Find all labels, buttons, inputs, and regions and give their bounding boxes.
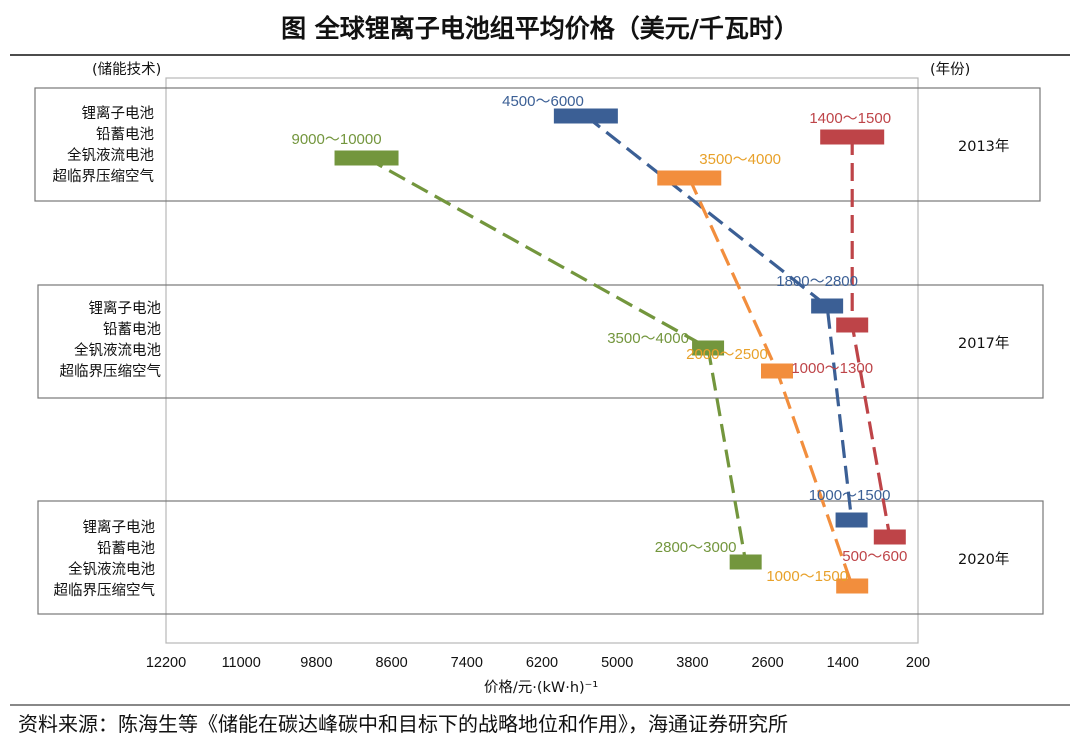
x-tick-label: 12200 — [146, 655, 186, 671]
year-band-2017 — [37, 284, 1044, 399]
tech-label: 铅蓄电池 — [97, 540, 155, 557]
data-label-vanadium: 3500～4000 — [699, 151, 781, 168]
tech-labels-2020: 锂离子电池 铅蓄电池 全钒液流电池 超临界压缩空气 — [54, 519, 156, 599]
year-label-2013: 2013年 — [958, 138, 1009, 155]
tech-label: 全钒液流电池 — [74, 341, 161, 359]
year-band-2020 — [37, 500, 1044, 615]
x-tick-label: 11000 — [222, 655, 261, 671]
source-note: 资料来源：陈海生等《储能在碳达峰碳中和目标下的战略地位和作用》，海通证券研究所 — [18, 712, 788, 736]
tech-label: 超临界压缩空气 — [60, 363, 162, 380]
x-tick-label: 200 — [906, 655, 930, 671]
series-marks — [334, 108, 906, 594]
x-tick-label: 6200 — [526, 655, 558, 671]
mark-caes — [334, 150, 399, 166]
tech-label: 超临界压缩空气 — [53, 168, 155, 185]
data-label-lithium: 4500～6000 — [502, 93, 584, 110]
year-label-2017: 2017年 — [958, 335, 1009, 352]
mark-lead — [820, 129, 885, 145]
x-axis-ticks: 12200 11000 9800 8600 7400 6200 5000 3800 2600 14… — [146, 655, 930, 671]
x-axis-label: 价格/元·(kW·h)⁻¹ — [484, 679, 598, 696]
data-label-vanadium: 2000～2500 — [686, 346, 768, 363]
data-label-vanadium: 1000～1500 — [766, 568, 848, 585]
tech-label: 全钒液流电池 — [68, 560, 155, 578]
x-tick-label: 9800 — [300, 655, 332, 671]
mark-lithium — [835, 512, 868, 528]
data-label-caes: 2800～3000 — [655, 539, 737, 556]
tech-labels-2013: 锂离子电池 铅蓄电池 全钒液流电池 超临界压缩空气 — [53, 105, 155, 185]
data-label-lead: 500～600 — [842, 548, 907, 565]
data-label-lead: 1400～1500 — [809, 110, 891, 127]
data-label-caes: 3500～4000 — [607, 330, 689, 347]
x-tick-label: 1400 — [827, 655, 859, 671]
tech-label: 铅蓄电池 — [103, 321, 161, 338]
tech-label: 锂离子电池 — [82, 105, 155, 122]
x-tick-label: 3800 — [676, 655, 708, 671]
mark-lead — [836, 317, 869, 333]
mark-vanadium — [761, 363, 793, 379]
mark-vanadium — [657, 170, 722, 186]
series-lines — [365, 114, 892, 587]
mark-caes — [729, 554, 762, 570]
x-tick-label: 7400 — [451, 655, 483, 671]
data-label-lead: 1000～1300 — [791, 360, 873, 377]
data-labels: 4500～6000 1800～2800 1000～1500 1400～1500 1000… — [291, 93, 907, 585]
tech-label: 锂离子电池 — [83, 519, 156, 536]
year-band-2013 — [34, 87, 1041, 202]
series-line-lead — [850, 137, 892, 538]
x-tick-label: 5000 — [601, 655, 633, 671]
year-label-2020: 2020年 — [958, 551, 1009, 568]
mark-lithium — [553, 108, 618, 124]
mark-lithium — [811, 298, 844, 314]
data-label-caes: 9000～10000 — [291, 131, 381, 148]
mark-vanadium — [836, 578, 869, 594]
data-label-lithium: 1000～1500 — [809, 487, 891, 504]
chart-title: 图 全球锂离子电池组平均价格（美元/千瓦时） — [281, 14, 799, 43]
tech-label: 全钒液流电池 — [67, 146, 154, 164]
x-tick-label: 8600 — [375, 655, 407, 671]
tech-labels-2017: 锂离子电池 铅蓄电池 全钒液流电池 超临界压缩空气 — [60, 300, 162, 380]
series-line-lithium — [584, 114, 854, 521]
mark-caes — [692, 340, 725, 356]
tech-label: 锂离子电池 — [89, 300, 162, 317]
y-axis-title: (储能技术) — [92, 61, 161, 78]
year-axis-title: (年份) — [930, 61, 970, 78]
data-label-lithium: 1800～2800 — [776, 273, 858, 290]
mark-lead — [873, 529, 906, 545]
x-tick-label: 2600 — [751, 655, 783, 671]
plot-frame — [165, 77, 919, 644]
tech-label: 铅蓄电池 — [96, 126, 154, 143]
tech-label: 超临界压缩空气 — [54, 582, 156, 599]
